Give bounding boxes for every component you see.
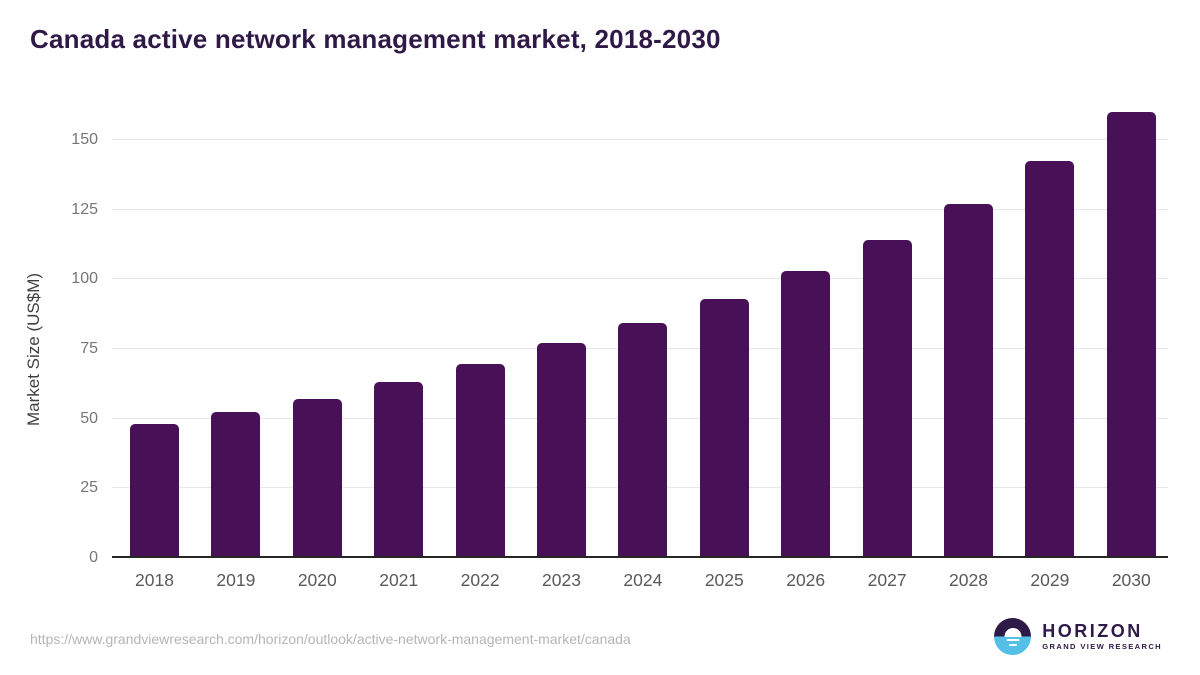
logo-name: HORIZON	[1042, 620, 1143, 641]
source-url: https://www.grandviewresearch.com/horizo…	[30, 631, 631, 647]
bar-2029	[1025, 160, 1075, 558]
chart-title: Canada active network management market,…	[30, 24, 721, 54]
x-tick-label-2027: 2027	[867, 570, 907, 590]
x-tick-label-2022: 2022	[460, 570, 500, 590]
bar-2022	[455, 364, 505, 558]
x-tick-label-2023: 2023	[542, 570, 581, 590]
bar-2027	[862, 240, 912, 558]
water-reflection-line	[1006, 638, 1020, 641]
bar-2028	[944, 204, 993, 558]
gridline-100	[112, 278, 1168, 280]
gridline-125	[112, 208, 1168, 210]
y-tick-label-50: 50	[80, 409, 98, 427]
x-axis-line	[112, 556, 1168, 558]
water-reflection-line	[1008, 643, 1017, 646]
horizon-sun-icon	[994, 618, 1032, 655]
bar-2021	[374, 382, 424, 558]
sun-shape	[1004, 627, 1022, 637]
bar-2025	[699, 298, 749, 558]
x-tick-label-2028: 2028	[949, 570, 988, 590]
bar-2019	[211, 411, 261, 558]
bar-2018	[130, 424, 179, 558]
bar-2023	[537, 343, 586, 558]
x-tick-label-2024: 2024	[623, 570, 663, 590]
y-tick-label-150: 150	[71, 131, 98, 148]
x-tick-label-2026: 2026	[786, 570, 826, 590]
bar-2030	[1106, 112, 1156, 558]
x-tick-label-2025: 2025	[704, 570, 744, 590]
y-tick-label-125: 125	[71, 200, 98, 218]
x-tick-label-2029: 2029	[1030, 570, 1070, 590]
bar-2026	[781, 270, 831, 558]
bar-2020	[292, 399, 342, 558]
x-tick-label-2020: 2020	[297, 570, 337, 590]
y-tick-label-100: 100	[71, 270, 98, 288]
y-tick-label-75: 75	[80, 340, 98, 357]
x-tick-label-2019: 2019	[216, 570, 256, 590]
gridline-150	[112, 139, 1168, 140]
y-tick-label-0: 0	[89, 549, 98, 566]
x-tick-label-2021: 2021	[379, 570, 419, 590]
bar-2024	[618, 322, 668, 558]
plot-area: 0 25 50 75 100 125 150 2018 2019 2020 2021 2022 2023…	[71, 105, 1168, 590]
y-tick-label-25: 25	[80, 479, 98, 497]
x-tick-label-2018: 2018	[135, 570, 174, 590]
logo-text: HORIZON GRAND VIEW RESEARCH	[1042, 620, 1162, 652]
x-tick-label-2030: 2030	[1111, 570, 1151, 590]
brand-logo: HORIZON GRAND VIEW RESEARCH	[994, 618, 1162, 655]
logo-subtitle: GRAND VIEW RESEARCH	[1042, 642, 1162, 652]
